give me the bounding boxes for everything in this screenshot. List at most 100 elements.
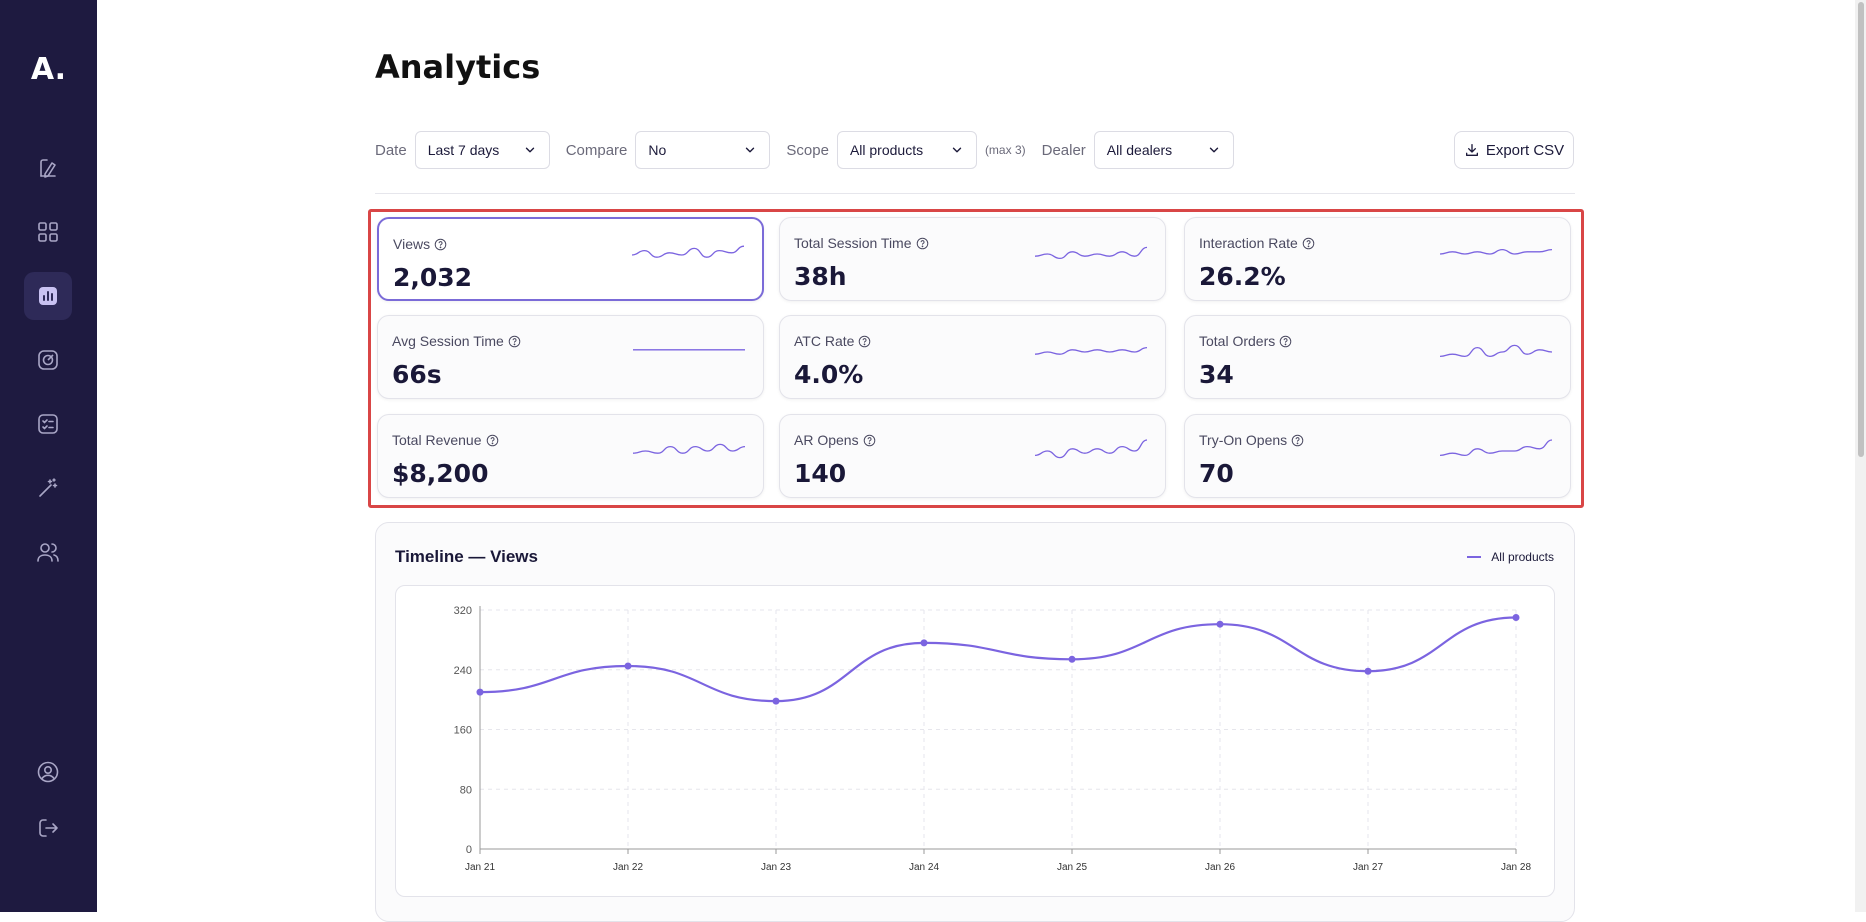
x-tick-label: Jan 24 — [909, 862, 939, 873]
x-tick-label: Jan 25 — [1057, 862, 1087, 873]
data-point — [1216, 620, 1224, 628]
metric-label-text: Avg Session Time — [392, 333, 504, 349]
x-tick-label: Jan 22 — [613, 862, 643, 873]
sidebar-item-products[interactable] — [24, 144, 72, 192]
legend-label: All products — [1491, 550, 1554, 564]
metric-value: 4.0% — [794, 360, 864, 389]
sparkline — [1035, 439, 1147, 459]
sidebar-item-dashboard[interactable] — [24, 208, 72, 256]
metric-card-interaction-rate[interactable]: Interaction Rate 26.2% — [1184, 217, 1571, 301]
metric-label: Views — [393, 236, 447, 252]
chevron-down-icon — [746, 147, 755, 153]
help-icon[interactable] — [486, 434, 499, 447]
x-tick-label: Jan 23 — [761, 862, 791, 873]
help-icon[interactable] — [434, 238, 447, 251]
chevron-down-icon — [952, 147, 962, 153]
metric-value: $8,200 — [392, 459, 489, 488]
metric-value: 70 — [1199, 459, 1234, 488]
line-chart: 0 80 160 240 320 Jan 21 Jan 22 Jan 23 Jan 24 Jan … — [454, 605, 1532, 873]
sparkline — [1440, 344, 1552, 358]
data-point — [772, 697, 780, 705]
data-point — [1512, 613, 1520, 621]
help-icon[interactable] — [1279, 335, 1292, 348]
scope-label: Scope — [786, 141, 829, 159]
scope-select[interactable]: All products — [836, 131, 977, 169]
export-csv-label: Export CSV — [1485, 141, 1565, 159]
filter-bar: Date Last 7 days Compare No Scope All pr… — [375, 131, 1250, 169]
metric-label-text: Interaction Rate — [1199, 235, 1298, 251]
compare-select-value: No — [648, 142, 667, 158]
target-icon — [38, 350, 58, 370]
date-select-value: Last 7 days — [427, 142, 500, 158]
dealer-label: Dealer — [1041, 141, 1086, 159]
y-tick-label: 320 — [454, 605, 472, 617]
date-label: Date — [375, 141, 407, 159]
main-content: Analytics Date Last 7 days Compare No Sc… — [97, 0, 1866, 922]
help-icon[interactable] — [508, 335, 521, 348]
y-tick-label: 80 — [460, 784, 472, 796]
help-icon[interactable] — [1291, 434, 1304, 447]
help-icon[interactable] — [858, 335, 871, 348]
metric-value: 140 — [794, 459, 847, 488]
sparkline — [1440, 248, 1552, 255]
metric-value: 2,032 — [393, 263, 473, 292]
dealer-select[interactable]: All dealers — [1093, 131, 1234, 169]
metric-label-text: Total Session Time — [794, 235, 912, 251]
sidebar-item-account[interactable] — [24, 748, 72, 796]
sparkline — [1035, 246, 1147, 260]
metric-label-text: Total Revenue — [392, 432, 482, 448]
cube-pencil-icon — [40, 159, 56, 178]
chart-legend[interactable]: All products — [1467, 550, 1554, 564]
metric-label-text: AR Opens — [794, 432, 859, 448]
data-point — [920, 639, 928, 647]
metric-card-atc-rate[interactable]: ATC Rate 4.0% — [779, 315, 1166, 399]
export-csv-button[interactable]: Export CSV — [1454, 131, 1574, 169]
timeline-panel: Timeline — Views All products 0 80 160 240 3… — [375, 522, 1575, 922]
metric-card-views[interactable]: Views 2,032 — [377, 217, 764, 301]
series-line — [479, 616, 1517, 703]
help-icon[interactable] — [863, 434, 876, 447]
chevron-down-icon — [525, 147, 534, 153]
sidebar-item-magic[interactable] — [24, 464, 72, 512]
sidebar-item-analytics[interactable] — [24, 272, 72, 320]
date-select[interactable]: Last 7 days — [414, 131, 550, 169]
scrollbar-thumb[interactable] — [1858, 2, 1864, 457]
download-icon — [1465, 144, 1478, 156]
metric-card-total-session-time[interactable]: Total Session Time 38h — [779, 217, 1166, 301]
metric-card-total-revenue[interactable]: Total Revenue $8,200 — [377, 414, 764, 498]
compare-select[interactable]: No — [635, 131, 771, 169]
metric-card-ar-opens[interactable]: AR Opens 140 — [779, 414, 1166, 498]
logo[interactable]: A. — [30, 52, 67, 87]
help-icon[interactable] — [916, 237, 929, 250]
divider — [375, 193, 1575, 194]
metric-card-try-on-opens[interactable]: Try-On Opens 70 — [1184, 414, 1571, 498]
chevron-down-icon — [1209, 147, 1218, 153]
y-tick-label: 240 — [454, 665, 472, 677]
metric-card-total-orders[interactable]: Total Orders 34 — [1184, 315, 1571, 399]
dealer-select-value: All dealers — [1106, 142, 1173, 158]
sidebar-item-tracking[interactable] — [24, 336, 72, 384]
sidebar-item-tasks[interactable] — [24, 400, 72, 448]
metric-label: Avg Session Time — [392, 333, 521, 349]
sidebar: A. — [0, 0, 97, 912]
sparkline — [633, 443, 745, 454]
metric-label: Interaction Rate — [1199, 235, 1315, 251]
metric-label-text: Try-On Opens — [1199, 432, 1288, 448]
scope-max-note: (max 3) — [984, 143, 1026, 157]
sparkline — [1440, 439, 1552, 457]
help-icon[interactable] — [1302, 237, 1315, 250]
metric-value: 26.2% — [1199, 262, 1286, 291]
metric-label: AR Opens — [794, 432, 876, 448]
user-circle-icon — [37, 761, 59, 783]
data-point — [476, 688, 484, 696]
metric-label: ATC Rate — [794, 333, 871, 349]
data-point — [624, 662, 632, 670]
metric-value: 38h — [794, 262, 847, 291]
y-tick-label: 0 — [466, 844, 472, 856]
metric-card-avg-session-time[interactable]: Avg Session Time 66s — [377, 315, 764, 399]
sidebar-item-logout[interactable] — [24, 804, 72, 852]
metric-label: Total Orders — [1199, 333, 1292, 349]
y-tick-label: 160 — [454, 725, 472, 737]
sidebar-item-users[interactable] — [24, 528, 72, 576]
timeline-title: Timeline — Views — [395, 547, 538, 566]
